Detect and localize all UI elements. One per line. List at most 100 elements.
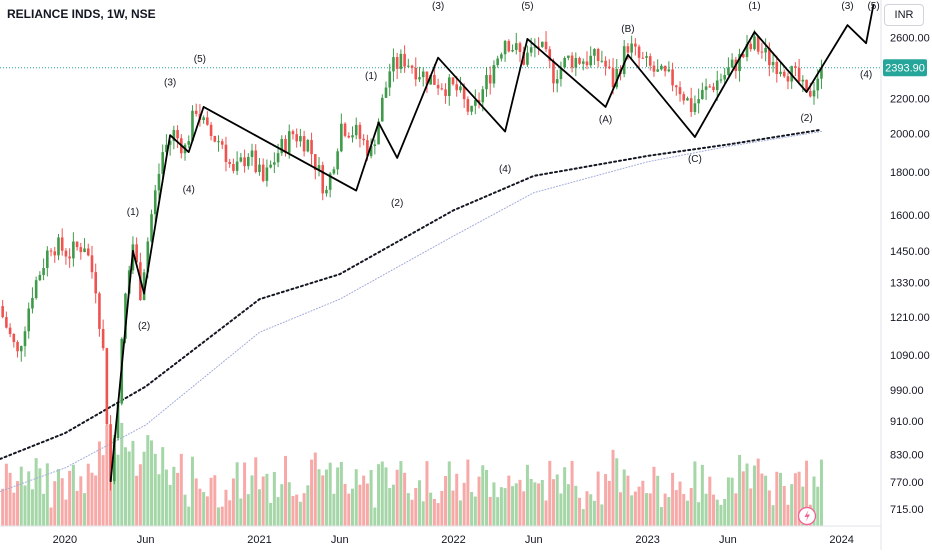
volume-bar	[291, 496, 295, 526]
volume-bar	[1, 488, 5, 526]
volume-bar	[246, 494, 250, 526]
price-tick-label: 1800.00	[890, 167, 930, 179]
candle-body	[46, 250, 49, 269]
volume-bar	[775, 471, 779, 526]
candle-body	[94, 272, 98, 294]
volume-bar	[585, 491, 589, 526]
volume-bar	[16, 481, 20, 526]
volume-bar	[697, 502, 701, 526]
candle-body	[675, 85, 678, 88]
candle-body	[786, 76, 790, 82]
candle-body	[72, 241, 75, 259]
moving-averages	[0, 128, 823, 492]
candle-body	[57, 237, 60, 256]
lightning-badge[interactable]	[797, 506, 817, 526]
volume-bar	[261, 476, 265, 526]
candle-body	[555, 79, 559, 84]
volume-bar	[380, 461, 384, 526]
volume-bar	[120, 422, 124, 526]
wave-label: (3)	[164, 77, 176, 88]
candle-body	[418, 77, 421, 80]
candle-body	[511, 50, 514, 52]
volume-bar	[738, 454, 742, 526]
volume-bar	[68, 470, 72, 526]
volume-bar	[377, 464, 381, 526]
volume-bar	[581, 509, 585, 526]
volume-bar	[533, 482, 537, 526]
candle-body	[671, 69, 674, 86]
candle-body	[1, 306, 4, 318]
volume-bar	[779, 472, 783, 526]
volume-bar	[730, 477, 734, 526]
price-tick-label: 1210.00	[890, 312, 930, 324]
candle-body	[686, 98, 689, 101]
time-axis[interactable]: 2020 Jun 2021 Jun 2022 Jun 2023 Jun 2024	[53, 534, 854, 546]
candle-body	[622, 46, 626, 75]
volume-bar	[507, 475, 511, 526]
candle-body	[280, 138, 284, 154]
price-axis[interactable]: 2600.00 2200.00 2000.00 1800.00 1600.00 1450.…	[890, 33, 930, 516]
candle-body	[109, 424, 112, 482]
volume-bar	[656, 475, 660, 526]
volume-bar	[432, 499, 436, 526]
candle-body	[779, 71, 782, 75]
volume-bar	[79, 476, 83, 526]
candle-body	[306, 139, 310, 152]
volume-bar	[205, 496, 209, 526]
volume-bar	[403, 472, 407, 526]
candle-body	[243, 157, 246, 167]
volume-bar	[555, 474, 559, 526]
volume-bar	[622, 469, 626, 526]
time-tick-label: 2023	[635, 534, 659, 546]
candles	[1, 29, 823, 491]
volume-bar	[269, 502, 273, 526]
volume-bar	[626, 475, 630, 526]
candle-body	[358, 124, 362, 139]
volume-bar	[12, 492, 16, 526]
candle-body	[764, 47, 767, 53]
candle-body	[258, 164, 261, 173]
candle-body	[496, 58, 499, 66]
volume-bar	[544, 500, 548, 526]
volume-bar	[395, 469, 399, 526]
volume-bar	[30, 489, 34, 526]
volume-bar	[611, 449, 615, 526]
currency-button[interactable]: INR	[884, 4, 924, 26]
volume-bar	[764, 475, 768, 526]
volume-bar	[328, 462, 332, 526]
candle-body	[239, 157, 243, 162]
candle-body	[771, 61, 775, 66]
volume-bar	[473, 496, 477, 526]
candle-body	[474, 100, 477, 106]
volume-bar	[671, 472, 675, 526]
candle-body	[812, 90, 816, 97]
volume-bar	[704, 493, 708, 526]
candle-body	[444, 89, 447, 96]
candle-body	[768, 47, 771, 66]
volume-bar	[663, 493, 667, 526]
volume-bar	[23, 485, 27, 526]
candle-body	[559, 67, 563, 80]
volume-bar	[466, 459, 470, 526]
volume-bar	[436, 503, 440, 526]
volume-bar	[164, 469, 168, 526]
time-tick-label: 2024	[829, 534, 853, 546]
volume-bar	[90, 472, 94, 526]
candle-body	[663, 65, 667, 72]
candle-body	[392, 57, 395, 72]
candle-body	[53, 251, 57, 256]
candle-body	[187, 141, 191, 145]
candle-body	[507, 41, 511, 52]
candle-body	[105, 348, 109, 425]
price-tick-label: 1090.00	[890, 350, 930, 362]
volume-bar	[257, 489, 261, 526]
candle-body	[64, 250, 68, 257]
volume-bar	[75, 490, 79, 526]
candle-body	[708, 86, 712, 88]
candle-body	[347, 135, 351, 138]
volume-bar	[150, 440, 154, 526]
volume-bar	[782, 486, 786, 526]
candle-body	[317, 165, 321, 171]
volume-bar	[511, 486, 515, 526]
